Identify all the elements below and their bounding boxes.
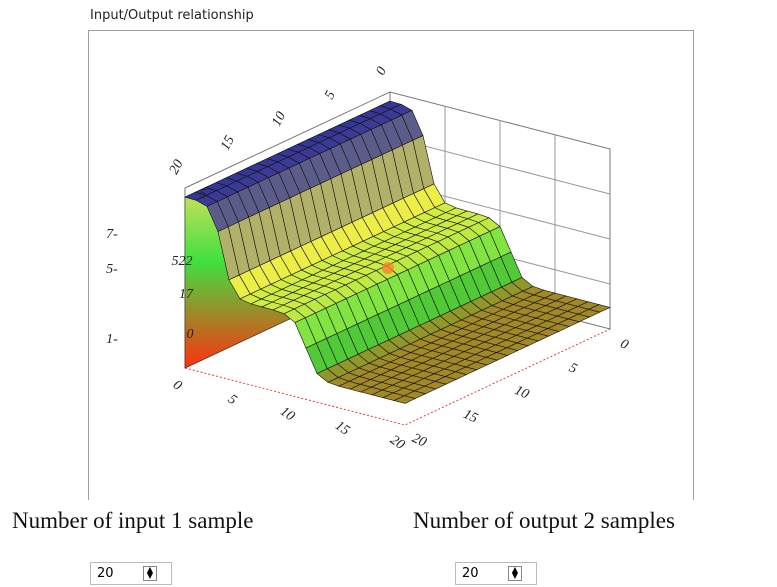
axis-label: 10	[512, 383, 531, 403]
axis-label: 15	[332, 418, 352, 438]
axis-label: 15	[461, 407, 480, 427]
wall-grid	[389, 136, 611, 195]
axis-label: 10	[277, 404, 297, 424]
axis-label: 5	[567, 360, 580, 377]
control-label: Number of input 1 sample	[12, 508, 254, 533]
axis-label: 5	[225, 392, 239, 408]
left-label: 7-	[106, 227, 118, 242]
axis-label: 20	[387, 433, 407, 453]
cursor-dot	[382, 262, 394, 274]
spin-value: 20	[97, 566, 114, 581]
control-label: Number of output 2 samples	[413, 508, 675, 533]
left-label: 1-	[106, 332, 118, 347]
plot-frame	[88, 30, 694, 500]
axis-label: 0	[618, 336, 631, 353]
axis-label: 10	[269, 110, 289, 129]
z-label: 5	[200, 187, 207, 202]
panel-title: Input/Output relationship	[90, 8, 254, 23]
axis-label: 5	[322, 89, 339, 102]
spin-box[interactable]: 20 ▲ ▼	[455, 562, 537, 585]
spin-button[interactable]: ▲ ▼	[508, 566, 522, 581]
axis-label: 20	[167, 158, 187, 177]
axis-label: 15	[218, 134, 238, 153]
left-label: 5-	[106, 262, 118, 277]
surface-cell	[393, 395, 417, 404]
axis-label: 0	[170, 378, 184, 394]
z-label: 522	[172, 254, 193, 269]
z-label: 17	[179, 287, 194, 302]
spin-value: 20	[462, 566, 479, 581]
z-label: 0	[187, 327, 194, 342]
axis-label: 0	[373, 65, 390, 78]
spin-box[interactable]: 20 ▲ ▼	[90, 562, 172, 585]
axis-label: 20	[410, 431, 429, 451]
surface-plot: 0 5 10 15 20 0 5 10 15 20 0 5 10 15 20 5 522 17 0 7- 5- 1-	[106, 65, 631, 453]
spin-button[interactable]: ▲ ▼	[143, 566, 157, 581]
